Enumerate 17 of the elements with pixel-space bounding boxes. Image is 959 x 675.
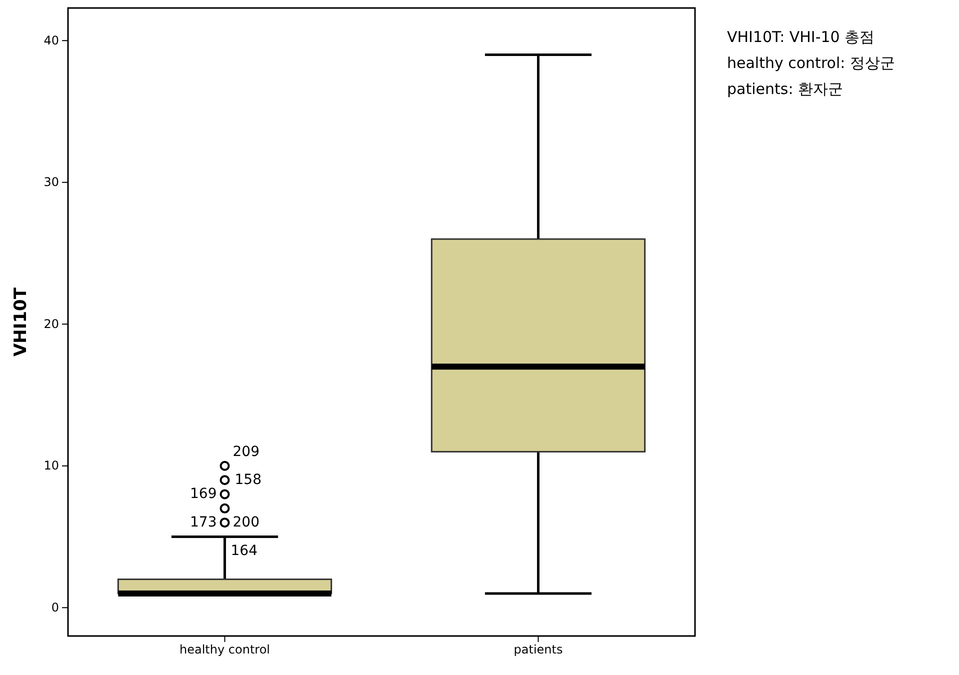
text: VHI10T: VHI-10 총점 xyxy=(727,28,875,46)
y-tick-label: 20 xyxy=(44,316,59,331)
y-tick-label: 0 xyxy=(51,600,59,614)
annotation: 173 xyxy=(190,514,217,531)
annotation: 158 xyxy=(234,472,262,488)
y-axis-title: VHI10T xyxy=(11,287,31,356)
x-tick-label: patients xyxy=(514,642,563,657)
annotation: 169 xyxy=(190,486,217,502)
y-tick-label: 10 xyxy=(44,458,59,473)
x-tick-label: healthy control xyxy=(180,642,270,657)
y-tick-label: 30 xyxy=(44,175,59,190)
annotation: 200 xyxy=(232,514,260,531)
annotation: 164 xyxy=(230,542,258,559)
y-tick-label: 40 xyxy=(44,33,59,48)
text: healthy control: 정상군 xyxy=(727,54,895,72)
text: patients: 환자군 xyxy=(727,80,844,98)
annotation: 209 xyxy=(232,444,260,460)
